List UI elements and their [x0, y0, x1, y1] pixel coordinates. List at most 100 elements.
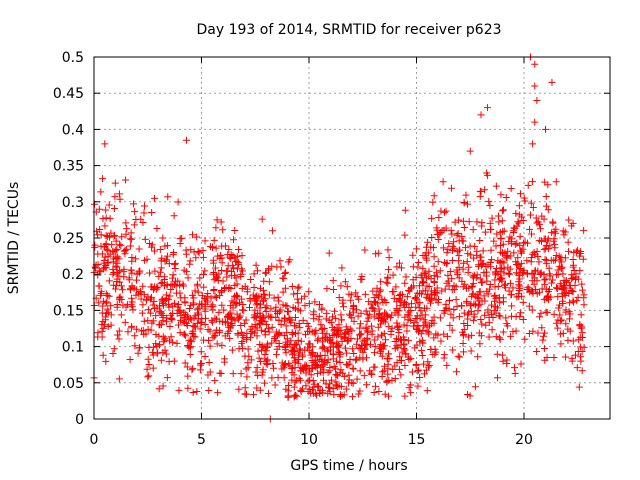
- data-point: [404, 337, 412, 345]
- data-point: [189, 389, 197, 397]
- data-point: [344, 379, 352, 387]
- data-point: [349, 393, 357, 401]
- data-point: [173, 339, 181, 347]
- data-point: [505, 287, 513, 295]
- data-point: [573, 297, 581, 305]
- data-point: [549, 218, 557, 226]
- data-point: [423, 323, 431, 331]
- data-point: [125, 274, 133, 282]
- data-point: [206, 243, 214, 251]
- data-point: [532, 214, 540, 222]
- data-point: [484, 171, 492, 179]
- data-point: [102, 357, 110, 365]
- data-point: [214, 389, 222, 397]
- data-point: [314, 362, 322, 370]
- data-point: [181, 359, 189, 367]
- data-point: [381, 296, 389, 304]
- data-point: [461, 280, 469, 288]
- data-point: [418, 290, 426, 298]
- data-point: [231, 227, 239, 235]
- data-point: [171, 261, 179, 269]
- data-point: [449, 242, 457, 250]
- data-point: [377, 331, 385, 339]
- data-point: [203, 298, 211, 306]
- data-point: [250, 314, 258, 322]
- data-point: [459, 237, 467, 245]
- data-point: [112, 262, 120, 270]
- data-point: [95, 299, 103, 307]
- data-point: [579, 255, 587, 263]
- data-point: [184, 384, 192, 392]
- data-point: [356, 320, 364, 328]
- data-point: [552, 178, 560, 186]
- data-point: [509, 284, 517, 292]
- data-point: [440, 354, 448, 362]
- data-point: [320, 344, 328, 352]
- data-point: [255, 293, 263, 301]
- data-point: [356, 324, 364, 332]
- data-point: [122, 245, 130, 253]
- data-point: [383, 354, 391, 362]
- data-point: [268, 262, 276, 270]
- data-point: [245, 352, 253, 360]
- data-point: [326, 367, 334, 375]
- data-point: [305, 288, 313, 296]
- data-point: [565, 216, 573, 224]
- data-point: [99, 302, 107, 310]
- data-point: [480, 292, 488, 300]
- data-point: [359, 348, 367, 356]
- data-point: [324, 390, 332, 398]
- data-point: [535, 237, 543, 245]
- data-point: [362, 307, 370, 315]
- data-point: [542, 275, 550, 283]
- data-point: [412, 361, 420, 369]
- data-point: [569, 263, 577, 271]
- data-point: [245, 303, 253, 311]
- data-point: [116, 195, 124, 203]
- data-point: [268, 339, 276, 347]
- data-point: [459, 340, 467, 348]
- data-point: [488, 214, 496, 222]
- data-point: [339, 296, 347, 304]
- data-point: [372, 250, 380, 258]
- data-point: [250, 283, 258, 291]
- data-point: [437, 229, 445, 237]
- data-point: [408, 368, 416, 376]
- data-point: [175, 386, 183, 394]
- data-point: [117, 242, 125, 250]
- data-point: [445, 297, 453, 305]
- data-point: [510, 249, 518, 257]
- data-point: [346, 356, 354, 364]
- data-point: [447, 226, 455, 234]
- data-point: [218, 267, 226, 275]
- chart-title: Day 193 of 2014, SRMTID for receiver p62…: [196, 22, 501, 38]
- data-point: [229, 370, 237, 378]
- data-point: [292, 329, 300, 337]
- data-point: [393, 342, 401, 350]
- data-point: [121, 318, 129, 326]
- data-point: [493, 264, 501, 272]
- data-point: [131, 208, 139, 216]
- data-point: [422, 274, 430, 282]
- data-point: [160, 301, 168, 309]
- data-point: [281, 269, 289, 277]
- data-point: [519, 298, 527, 306]
- data-point: [358, 272, 366, 280]
- data-point: [347, 335, 355, 343]
- data-point: [488, 256, 496, 264]
- data-point: [347, 291, 355, 299]
- data-point: [227, 322, 235, 330]
- data-point: [165, 358, 173, 366]
- y-tick-label: 0.5: [62, 50, 84, 66]
- data-point: [441, 208, 449, 216]
- data-point: [213, 216, 221, 224]
- data-point: [566, 327, 574, 335]
- data-point: [507, 332, 515, 340]
- data-point: [511, 370, 519, 378]
- data-point: [169, 338, 177, 346]
- data-point: [446, 267, 454, 275]
- data-point: [332, 314, 340, 322]
- data-point: [477, 262, 485, 270]
- data-point: [151, 304, 159, 312]
- data-point: [397, 335, 405, 343]
